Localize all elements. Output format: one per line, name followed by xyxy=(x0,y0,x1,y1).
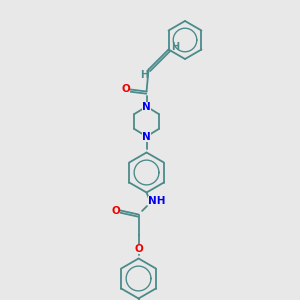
Text: N: N xyxy=(142,131,151,142)
Text: NH: NH xyxy=(148,196,165,206)
Text: O: O xyxy=(134,244,143,254)
Text: H: H xyxy=(172,43,180,52)
Text: N: N xyxy=(142,101,151,112)
Text: O: O xyxy=(121,85,130,94)
Text: H: H xyxy=(140,70,148,80)
Text: O: O xyxy=(111,206,120,215)
